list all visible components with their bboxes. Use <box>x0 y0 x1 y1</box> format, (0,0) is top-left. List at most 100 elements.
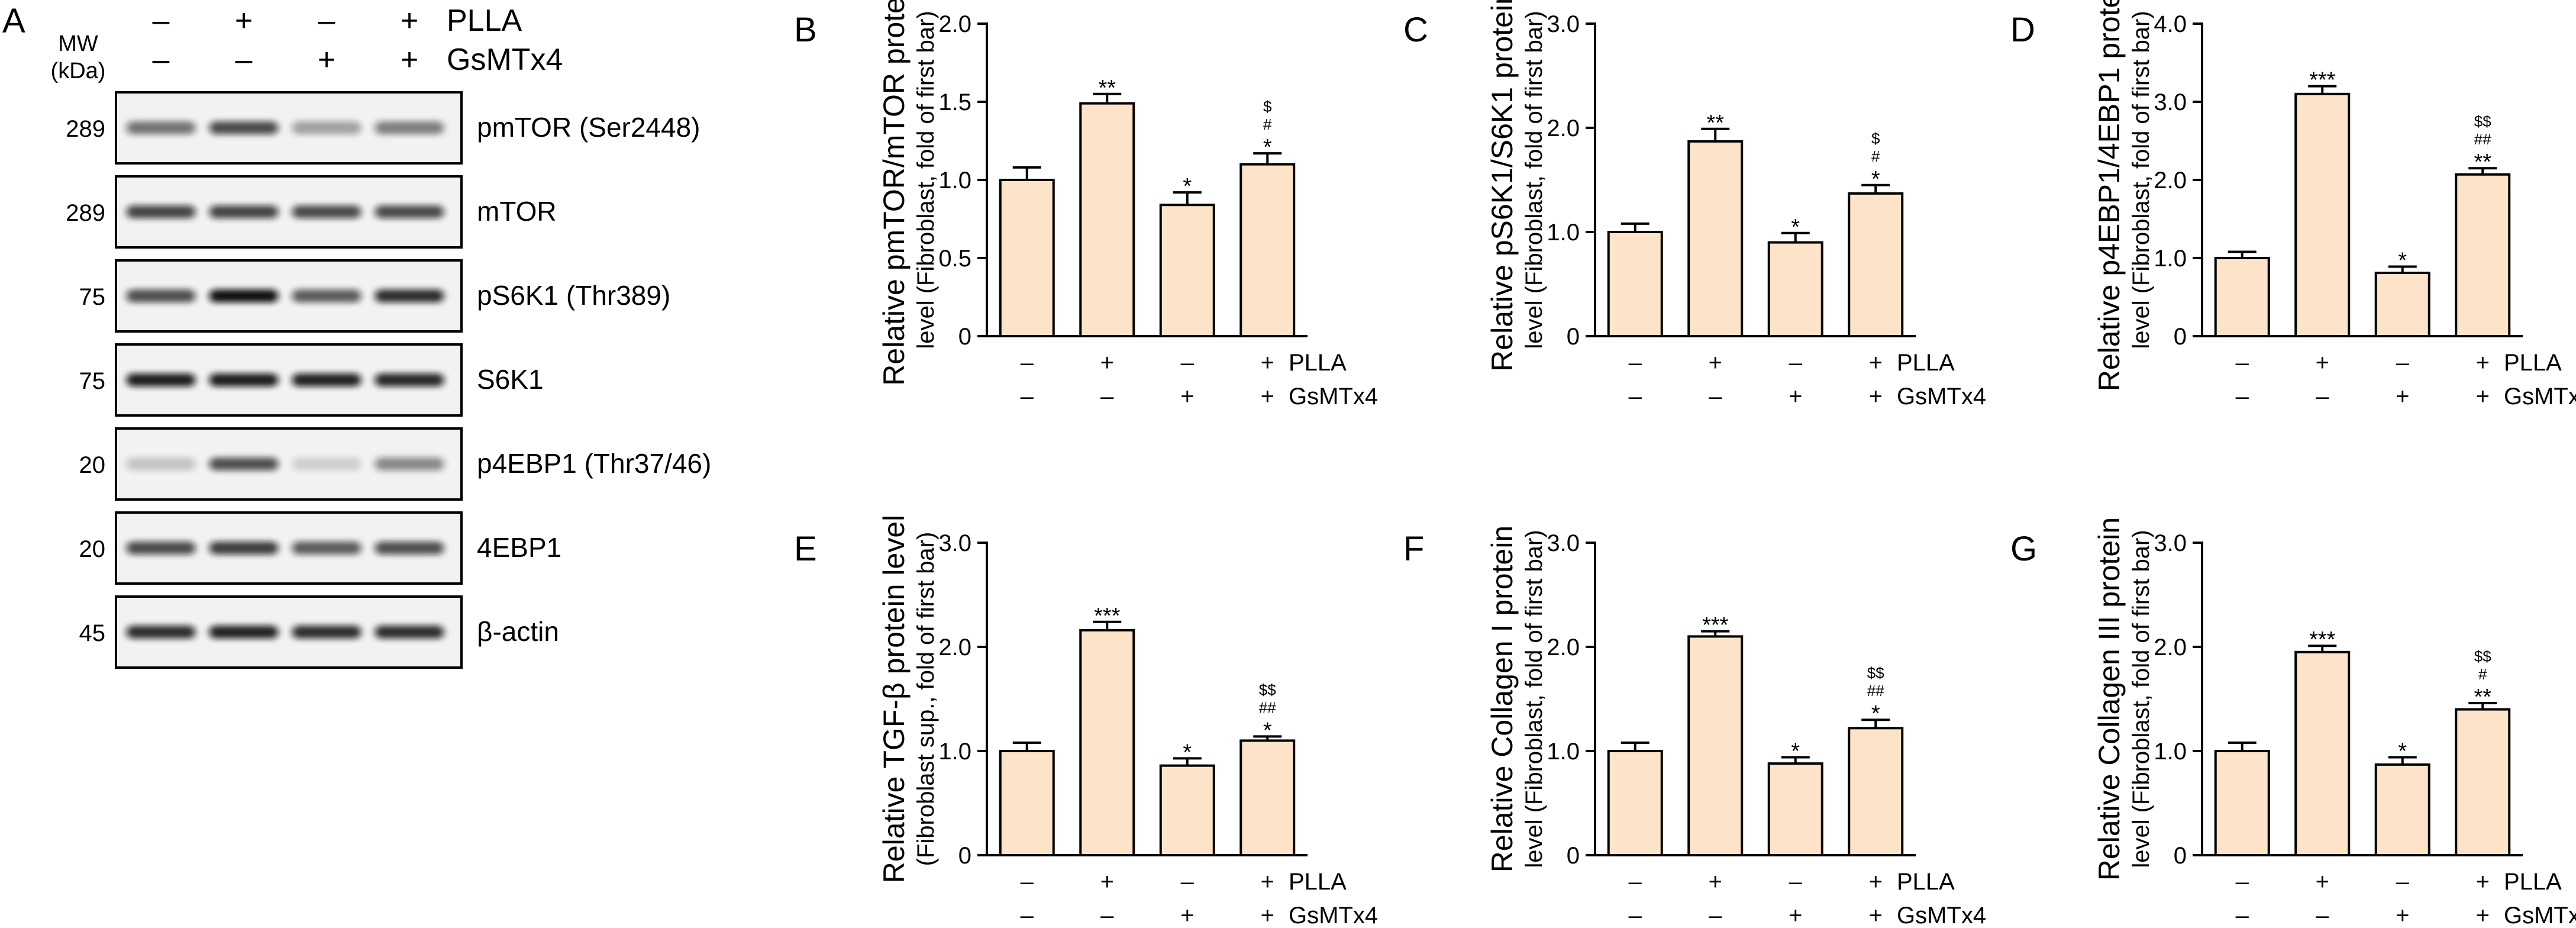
condition-sign: – <box>1100 903 1114 928</box>
condition-sign: – <box>153 43 170 77</box>
condition-sign: – <box>2236 384 2249 410</box>
bar <box>2374 763 2430 856</box>
condition-sign: – <box>1789 350 1803 376</box>
y-tick-label: 3.0 <box>2154 89 2187 115</box>
protein-band <box>375 457 444 471</box>
bar <box>2294 650 2351 857</box>
blot-strip: 289 mTOR <box>66 175 557 249</box>
condition-sign: – <box>1021 350 1034 376</box>
band-label: mTOR <box>477 196 557 227</box>
y-tick-label: 2.0 <box>938 634 971 660</box>
protein-band <box>127 373 195 386</box>
condition-sign: – <box>1629 903 1642 928</box>
significance-symbol: $$ <box>2474 112 2491 130</box>
condition-sign: + <box>401 4 418 38</box>
panel-letter: C <box>1403 11 1428 49</box>
condition-label-gsmtx4: GsMTx4 <box>1897 384 1986 410</box>
blot-strip: 45 β-actin <box>79 595 559 669</box>
condition-sign: + <box>1180 384 1194 410</box>
condition-sign: – <box>1629 350 1642 376</box>
y-tick-label: 2.0 <box>1547 115 1580 141</box>
condition-sign: – <box>1709 384 1722 410</box>
y-axis-label: Relative pS6K1/S6K1 protein level (Fibrob… <box>1486 0 1547 372</box>
condition-label-gsmtx4: GsMTx4 <box>1289 903 1378 928</box>
y-tick-label: 4.0 <box>2154 11 2187 37</box>
bar <box>1079 629 1135 856</box>
bar <box>999 179 1055 337</box>
bar <box>1159 764 1215 857</box>
condition-sign: + <box>1180 903 1194 928</box>
condition-sign: – <box>2396 869 2410 895</box>
condition-sign: + <box>2476 384 2490 410</box>
y-tick-label: 0 <box>958 843 971 869</box>
significance-symbol: $$ <box>1259 681 1276 698</box>
condition-sign: – <box>1181 350 1195 376</box>
protein-band <box>292 121 361 134</box>
protein-band <box>209 205 278 218</box>
bar <box>1607 231 1663 337</box>
condition-sign: – <box>1629 869 1642 895</box>
condition-sign: + <box>1869 869 1883 895</box>
y-tick-label: 1.0 <box>938 167 971 194</box>
protein-band <box>375 373 444 386</box>
y-axis-label: Relative Collagen I protein level (Fibrob… <box>1486 526 1547 872</box>
y-tick-label: 3.0 <box>1547 530 1580 556</box>
y-tick-label: 2.0 <box>2154 634 2187 660</box>
significance-stars: * <box>1263 135 1272 160</box>
y-axis-label-sub: level (Fibroblast, fold of first bar) <box>913 11 939 349</box>
mw-label: MW <box>58 31 98 56</box>
condition-sign: – <box>2236 903 2249 928</box>
protein-band <box>209 289 278 302</box>
condition-sign: + <box>1789 903 1802 928</box>
condition-sign: – <box>1181 869 1195 895</box>
blot-strip: 75 pS6K1 (Thr389) <box>79 259 670 333</box>
bar <box>999 750 1055 856</box>
band-mw-label: 75 <box>79 284 106 310</box>
condition-label-plla: PLLA <box>2504 350 2562 376</box>
protein-band <box>127 121 195 134</box>
protein-band <box>209 542 278 555</box>
condition-sign: – <box>235 43 253 77</box>
significance-symbol: $ <box>1871 130 1880 147</box>
y-axis-label: Relative p4EBP1/4EBP1 protein level (Fibr… <box>2093 0 2154 391</box>
significance-stars: * <box>1263 718 1272 743</box>
y-tick-label: 1.0 <box>1547 220 1580 246</box>
bar <box>1687 140 1744 337</box>
y-axis-label-main: Relative pmTOR/mTOR protein <box>877 0 911 386</box>
condition-sign: – <box>2236 869 2249 895</box>
condition-sign: – <box>1021 869 1034 895</box>
significance-symbol: ## <box>2474 130 2491 148</box>
condition-sign: + <box>1789 384 1802 410</box>
significance-symbol: # <box>1871 147 1880 165</box>
condition-label-gsmtx4: GsMTx4 <box>2504 384 2576 410</box>
y-tick-label: 0 <box>958 324 971 350</box>
protein-band <box>209 373 278 386</box>
band-label: p4EBP1 (Thr37/46) <box>477 448 711 479</box>
significance-stars: *** <box>2309 627 2336 652</box>
condition-sign: + <box>2396 903 2409 928</box>
band-label: S6K1 <box>477 364 544 395</box>
y-axis-label: Relative TGF-β protein level (Fibroblast … <box>877 515 939 884</box>
condition-sign: + <box>2316 869 2329 895</box>
bar <box>2214 257 2270 337</box>
panel-letter: E <box>794 530 817 568</box>
significance-stars: ** <box>1706 111 1724 136</box>
significance-symbol: $$ <box>1867 664 1884 682</box>
protein-band <box>292 457 361 471</box>
protein-band <box>292 373 361 386</box>
condition-sign: + <box>235 4 253 38</box>
condition-sign: – <box>2236 350 2249 376</box>
condition-label-plla: PLLA <box>1289 869 1347 895</box>
y-axis-label-main: Relative pS6K1/S6K1 protein <box>1486 0 1519 372</box>
significance-stars: ** <box>1098 76 1116 101</box>
band-label: pS6K1 (Thr389) <box>477 280 670 311</box>
mw-unit-label: (kDa) <box>51 59 106 83</box>
protein-band <box>209 121 278 134</box>
condition-sign: + <box>2476 903 2490 928</box>
condition-sign: + <box>1261 903 1274 928</box>
band-mw-label: 20 <box>79 536 106 562</box>
band-mw-label: 45 <box>79 620 106 646</box>
condition-label-gsmtx4: GsMTx4 <box>2504 903 2576 928</box>
y-tick-label: 3.0 <box>938 530 971 556</box>
